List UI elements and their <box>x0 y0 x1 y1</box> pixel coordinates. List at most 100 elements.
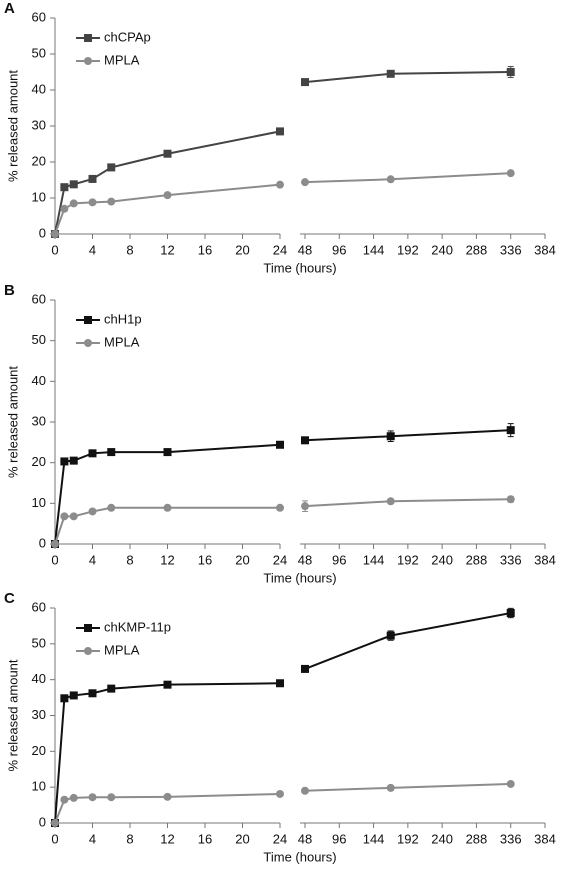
marker <box>51 230 59 238</box>
y-tick-label: 20 <box>32 743 46 758</box>
marker <box>386 497 395 506</box>
x-tick-label: 96 <box>332 552 346 567</box>
x-tick-label: 8 <box>126 242 133 257</box>
y-tick-label: 60 <box>32 291 46 306</box>
x-tick-label: 96 <box>332 831 346 846</box>
x-tick-label: 288 <box>466 242 488 257</box>
marker <box>163 149 172 158</box>
x-tick-label: 384 <box>534 831 556 846</box>
marker <box>506 68 515 76</box>
marker <box>506 426 515 435</box>
x-tick-label: 192 <box>397 242 419 257</box>
y-axis-label: % released amount <box>5 366 20 478</box>
marker <box>88 507 97 516</box>
marker <box>88 449 97 458</box>
marker <box>276 789 284 798</box>
x-tick-label: 240 <box>431 552 453 567</box>
series-line <box>54 443 281 545</box>
x-tick-label: 16 <box>198 552 212 567</box>
x-tick-label: 20 <box>235 552 249 567</box>
x-tick-label: 20 <box>235 831 249 846</box>
y-tick-label: 0 <box>39 535 46 550</box>
marker <box>69 456 78 465</box>
y-tick-label: 50 <box>32 332 46 347</box>
series-line <box>304 612 511 670</box>
legend-marker <box>84 57 92 65</box>
x-axis-label: Time (hours) <box>263 570 336 585</box>
marker <box>386 175 395 184</box>
y-tick-label: 30 <box>32 707 46 722</box>
marker <box>60 457 69 466</box>
marker <box>163 448 172 457</box>
series-line <box>304 71 511 84</box>
y-tick-label: 60 <box>32 599 46 614</box>
panel-label: A <box>4 0 15 17</box>
x-tick-label: 4 <box>89 831 96 846</box>
x-tick-label: 0 <box>51 831 58 846</box>
x-axis-label: Time (hours) <box>263 260 336 275</box>
marker <box>60 795 69 804</box>
series-line <box>54 682 281 824</box>
legend-label: MPLA <box>104 642 140 657</box>
x-tick-label: 96 <box>332 242 346 257</box>
marker <box>107 684 116 693</box>
marker <box>88 793 97 802</box>
marker <box>506 779 515 788</box>
marker <box>386 432 395 441</box>
y-tick-label: 10 <box>32 495 46 510</box>
legend-label: MPLA <box>104 52 140 67</box>
marker <box>301 786 309 795</box>
marker <box>51 819 59 827</box>
marker <box>69 691 78 700</box>
x-tick-label: 144 <box>363 831 385 846</box>
y-tick-label: 10 <box>32 779 46 794</box>
marker <box>506 169 515 178</box>
marker <box>163 792 172 801</box>
y-tick-label: 0 <box>39 225 46 240</box>
series-line <box>304 172 511 184</box>
x-tick-label: 336 <box>500 552 522 567</box>
marker <box>107 448 116 457</box>
x-tick-label: 192 <box>397 552 419 567</box>
x-tick-label: 12 <box>160 831 174 846</box>
marker <box>107 503 116 512</box>
marker <box>301 502 309 511</box>
x-tick-label: 240 <box>431 831 453 846</box>
marker <box>69 512 78 521</box>
x-tick-label: 48 <box>298 242 312 257</box>
marker <box>163 191 172 200</box>
y-tick-label: 10 <box>32 189 46 204</box>
x-tick-label: 24 <box>273 242 287 257</box>
panel-label: C <box>4 590 15 607</box>
panel-label: B <box>4 282 15 299</box>
marker <box>107 163 116 172</box>
marker <box>276 440 284 449</box>
x-tick-label: 240 <box>431 242 453 257</box>
y-tick-label: 20 <box>32 454 46 469</box>
x-tick-label: 20 <box>235 242 249 257</box>
marker <box>276 679 284 688</box>
marker <box>276 180 284 189</box>
marker <box>88 198 97 207</box>
marker <box>163 503 172 512</box>
marker <box>301 664 309 673</box>
x-tick-label: 144 <box>363 552 385 567</box>
x-tick-label: 24 <box>273 831 287 846</box>
y-axis-label: % released amount <box>5 659 20 771</box>
marker <box>88 689 97 698</box>
legend-label: chKMP-11p <box>104 619 171 634</box>
x-tick-label: 48 <box>298 831 312 846</box>
marker <box>107 197 116 206</box>
marker <box>107 793 116 802</box>
marker <box>386 69 395 78</box>
x-tick-label: 24 <box>273 552 287 567</box>
x-axis-label: Time (hours) <box>263 849 336 864</box>
legend-marker <box>84 624 92 632</box>
y-tick-label: 30 <box>32 117 46 132</box>
x-tick-label: 16 <box>198 242 212 257</box>
x-tick-label: 192 <box>397 831 419 846</box>
x-tick-label: 336 <box>500 242 522 257</box>
marker <box>69 199 78 208</box>
x-tick-label: 384 <box>534 552 556 567</box>
